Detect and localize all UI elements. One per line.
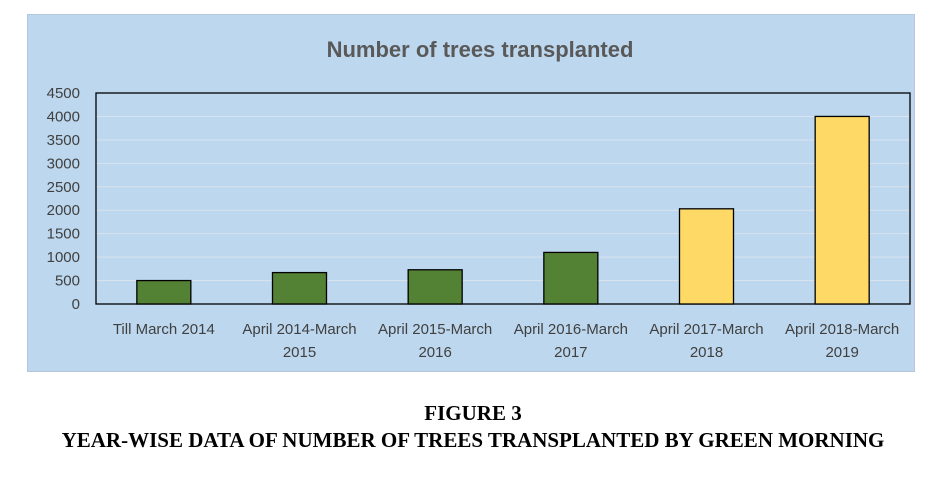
y-tick-label: 4000 [47, 108, 80, 125]
x-category-label: April 2016-March [514, 321, 628, 338]
bar [543, 251, 599, 305]
y-tick-label: 1000 [47, 249, 80, 266]
chart-title: Number of trees transplanted [327, 37, 634, 62]
x-category-label: April 2014-March [242, 321, 356, 338]
figure-caption-text: YEAR-WISE DATA OF NUMBER OF TREES TRANSP… [61, 428, 885, 452]
bar [678, 208, 735, 305]
gridlines [96, 115, 910, 282]
y-tick-label: 2500 [47, 179, 80, 196]
chart-panel: Number of trees transplanted 0 500 1000 150… [27, 14, 915, 372]
bar [136, 279, 192, 305]
x-category-label: April 2018-March [785, 321, 899, 338]
bar [407, 269, 463, 305]
bar [814, 115, 870, 305]
x-axis-labels: Till March 2014 April 2014-March 2015 April… [113, 321, 899, 361]
y-tick-label: 4500 [47, 85, 80, 102]
x-category-label: April 2015-March [378, 321, 492, 338]
y-tick-label: 500 [55, 273, 80, 290]
x-category-label: 2017 [554, 344, 587, 361]
x-category-label: 2019 [825, 344, 858, 361]
figure-caption: FIGURE 3 YEAR-WISE DATA OF NUMBER OF TRE… [0, 400, 946, 454]
bars [136, 115, 870, 305]
y-tick-label: 1500 [47, 226, 80, 243]
y-tick-label: 0 [72, 296, 80, 313]
x-category-label: 2015 [283, 344, 316, 361]
y-axis-ticks: 0 500 1000 1500 2000 2500 3000 3500 4000 4500 [47, 85, 80, 313]
x-category-label: Till March 2014 [113, 321, 215, 338]
y-tick-label: 3000 [47, 155, 80, 172]
figure-label: FIGURE 3 [424, 401, 522, 425]
bar-chart: Number of trees transplanted 0 500 1000 150… [47, 37, 911, 361]
y-tick-label: 3500 [47, 132, 80, 149]
bar [271, 271, 328, 305]
plot-area [95, 92, 911, 305]
x-category-label: April 2017-March [649, 321, 763, 338]
x-category-label: 2018 [690, 344, 723, 361]
x-category-label: 2016 [418, 344, 451, 361]
y-tick-label: 2000 [47, 202, 80, 219]
